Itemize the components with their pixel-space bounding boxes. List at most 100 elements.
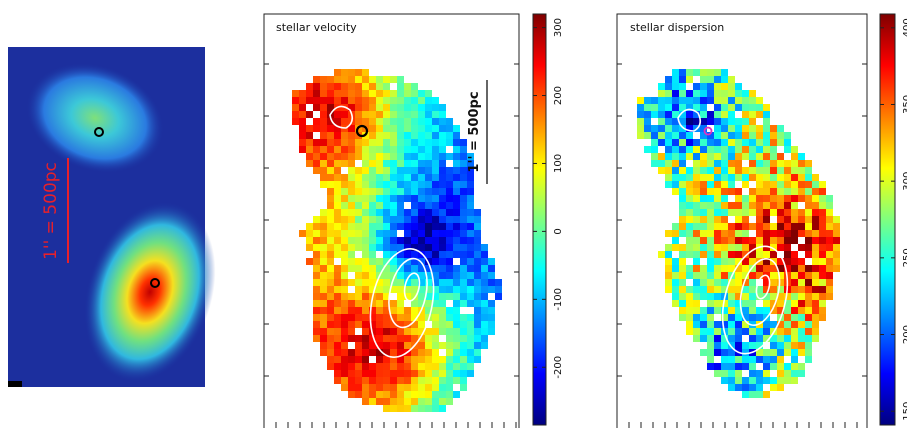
map-cell: [763, 265, 770, 272]
map-cell: [777, 160, 784, 167]
map-cell: [714, 153, 721, 160]
map-cell: [383, 167, 390, 174]
map-cell: [777, 132, 784, 139]
map-cell: [404, 174, 411, 181]
map-cell: [481, 258, 488, 265]
map-cell: [341, 132, 348, 139]
map-cell: [341, 265, 348, 272]
map-cell: [369, 104, 376, 111]
map-cell: [833, 237, 840, 244]
map-cell: [432, 356, 439, 363]
map-cell: [355, 244, 362, 251]
map-cell: [383, 363, 390, 370]
map-cell: [665, 167, 672, 174]
map-cell: [446, 118, 453, 125]
map-cell: [665, 111, 672, 118]
map-cell: [397, 272, 404, 279]
map-cell: [376, 279, 383, 286]
map-cell: [341, 370, 348, 377]
map-cell: [446, 370, 453, 377]
map-cell: [714, 125, 721, 132]
map-cell: [819, 188, 826, 195]
map-cell: [439, 314, 446, 321]
map-cell: [341, 363, 348, 370]
map-cell: [453, 321, 460, 328]
map-cell: [784, 209, 791, 216]
map-cell: [418, 244, 425, 251]
map-cell: [693, 258, 700, 265]
map-cell: [812, 209, 819, 216]
map-cell: [777, 265, 784, 272]
map-cell: [721, 167, 728, 174]
map-cell: [798, 167, 805, 174]
map-cell: [348, 300, 355, 307]
map-cell: [679, 139, 686, 146]
map-cell: [404, 160, 411, 167]
map-cell: [784, 244, 791, 251]
map-cell: [418, 125, 425, 132]
map-cell: [439, 384, 446, 391]
map-cell: [742, 167, 749, 174]
map-cell: [672, 69, 679, 76]
map-cell: [334, 377, 341, 384]
map-cell: [383, 342, 390, 349]
map-cell: [735, 160, 742, 167]
map-cell: [721, 104, 728, 111]
map-cell: [714, 279, 721, 286]
map-cell: [453, 188, 460, 195]
map-cell: [679, 188, 686, 195]
map-cell: [453, 286, 460, 293]
map-cell: [693, 202, 700, 209]
map-cell: [390, 363, 397, 370]
map-cell: [453, 216, 460, 223]
map-cell: [439, 104, 446, 111]
map-cell: [721, 370, 728, 377]
map-cell: [390, 251, 397, 258]
map-cell: [686, 328, 693, 335]
map-cell: [369, 363, 376, 370]
map-cell: [411, 132, 418, 139]
map-cell: [679, 293, 686, 300]
map-cell: [383, 202, 390, 209]
map-cell: [756, 174, 763, 181]
map-cell: [763, 146, 770, 153]
map-cell: [714, 167, 721, 174]
map-cell: [383, 349, 390, 356]
map-cell: [341, 286, 348, 293]
map-cell: [763, 391, 770, 398]
map-cell: [425, 272, 432, 279]
map-cell: [334, 251, 341, 258]
map-cell: [777, 307, 784, 314]
map-cell: [784, 132, 791, 139]
map-cell: [404, 314, 411, 321]
map-cell: [672, 111, 679, 118]
map-cell: [693, 174, 700, 181]
map-cell: [355, 174, 362, 181]
map-cell: [686, 104, 693, 111]
map-cell: [418, 405, 425, 412]
map-cell: [467, 188, 474, 195]
map-cell: [425, 230, 432, 237]
map-cell: [805, 167, 812, 174]
map-cell: [446, 195, 453, 202]
map-cell: [313, 265, 320, 272]
map-cell: [721, 83, 728, 90]
map-cell: [425, 328, 432, 335]
map-cell: [369, 391, 376, 398]
map-cell: [425, 118, 432, 125]
map-cell: [362, 384, 369, 391]
map-cell: [742, 153, 749, 160]
map-cell: [334, 335, 341, 342]
map-cell: [341, 342, 348, 349]
panel-frame: [263, 13, 520, 428]
map-cell: [714, 174, 721, 181]
map-cell: [749, 209, 756, 216]
map-cell: [467, 342, 474, 349]
map-cell: [432, 167, 439, 174]
map-cell: [418, 300, 425, 307]
map-cell: [474, 230, 481, 237]
map-cell: [460, 195, 467, 202]
map-cell: [798, 307, 805, 314]
map-cell: [679, 153, 686, 160]
map-cell: [686, 132, 693, 139]
